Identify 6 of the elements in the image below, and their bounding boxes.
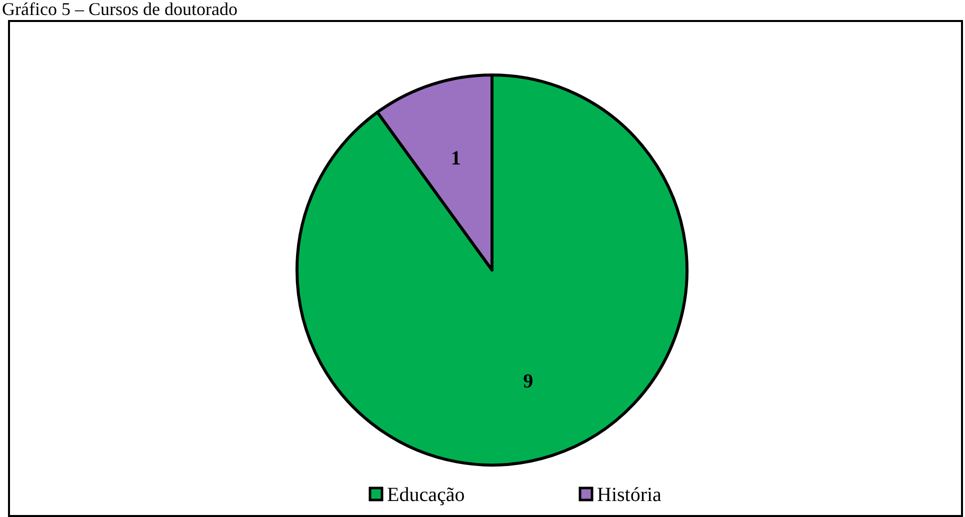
legend-label: Educação bbox=[387, 484, 465, 506]
data-label: 1 bbox=[450, 148, 461, 170]
legend-label: História bbox=[597, 484, 662, 506]
text: Gráfico 5 – Cursos de doutorado bbox=[2, 0, 238, 19]
pie-slice bbox=[296, 74, 688, 466]
data-label: 9 bbox=[523, 370, 534, 392]
